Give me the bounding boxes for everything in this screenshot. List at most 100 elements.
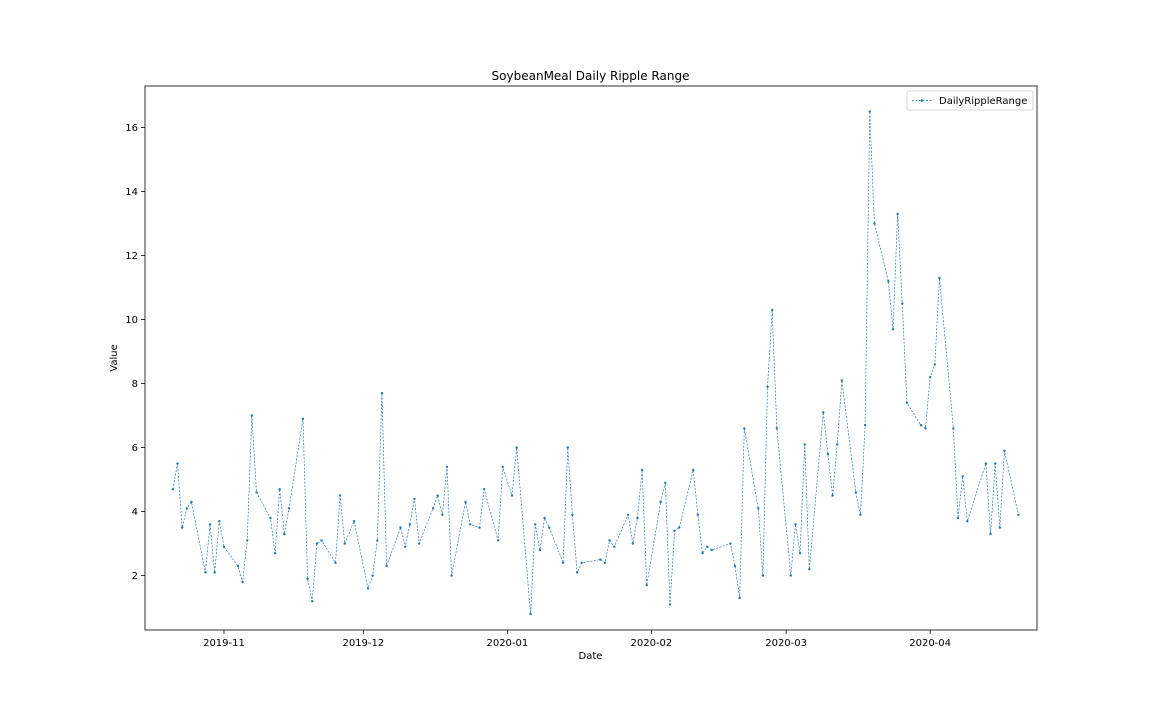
data-point	[673, 529, 676, 532]
y-tick-label: 8	[132, 379, 138, 390]
data-point	[743, 427, 746, 430]
data-point	[403, 545, 407, 548]
data-point	[919, 424, 923, 427]
data-point	[896, 212, 899, 216]
data-point	[1017, 513, 1020, 516]
x-tick-label: 2019-11	[203, 638, 245, 649]
y-tick-label: 16	[125, 123, 138, 134]
legend-box	[906, 90, 1034, 111]
data-point	[246, 539, 249, 542]
data-point	[176, 462, 179, 465]
data-point	[538, 548, 542, 552]
y-tick-label: 12	[125, 251, 138, 262]
data-point	[417, 542, 421, 545]
data-point	[952, 427, 955, 430]
data-point	[668, 603, 672, 606]
x-axis: 2019-11 2019-12 2020-01 2020-02 2020-03 2020-…	[203, 630, 951, 649]
data-point	[352, 520, 356, 523]
data-point	[984, 462, 988, 465]
data-point	[873, 222, 876, 225]
data-point	[836, 443, 839, 446]
data-point	[966, 520, 969, 523]
data-point	[469, 523, 472, 526]
data-point	[729, 542, 732, 545]
y-axis: 2 4 6 8 10 12 14 16	[125, 123, 145, 582]
data-point	[854, 491, 858, 494]
y-tick-label: 2	[132, 571, 138, 582]
data-point	[863, 424, 867, 427]
data-point	[613, 545, 616, 548]
data-point	[789, 574, 792, 577]
data-point	[255, 491, 258, 494]
data-point	[482, 488, 486, 491]
data-point	[408, 523, 412, 526]
series-line-dailyripplerange	[172, 111, 1019, 615]
x-axis-label: Date	[579, 651, 603, 662]
data-point	[575, 571, 579, 574]
data-point	[761, 574, 765, 577]
data-point	[664, 481, 667, 484]
legend: DailyRippleRange	[906, 90, 1034, 111]
data-point	[301, 417, 305, 420]
data-point	[924, 427, 927, 430]
data-point	[891, 328, 895, 331]
data-point	[928, 376, 932, 379]
data-point	[561, 561, 565, 564]
data-point	[803, 443, 806, 446]
data-point	[371, 574, 374, 577]
data-point	[696, 513, 700, 516]
data-point	[603, 561, 607, 564]
data-point	[385, 564, 388, 568]
data-point	[808, 568, 811, 571]
data-point	[580, 561, 583, 564]
data-point	[701, 552, 704, 555]
data-point	[501, 465, 504, 468]
data-point	[608, 539, 611, 542]
data-point	[250, 414, 254, 417]
y-tick-label: 14	[125, 187, 138, 198]
data-point	[757, 507, 760, 510]
data-point	[659, 500, 662, 504]
data-point	[236, 564, 240, 568]
data-point	[710, 548, 713, 552]
data-point	[376, 539, 379, 542]
data-point	[831, 494, 834, 497]
data-point	[998, 526, 1002, 529]
data-point	[450, 574, 453, 577]
data-point	[510, 494, 514, 497]
data-point	[343, 542, 346, 545]
data-point	[705, 545, 709, 548]
data-point	[692, 468, 695, 472]
data-point	[306, 577, 309, 580]
legend-marker-swatch	[920, 99, 924, 102]
data-point	[534, 523, 537, 526]
data-point	[859, 513, 862, 516]
data-point	[320, 539, 323, 542]
data-point	[441, 513, 444, 516]
x-tick-label: 2020-04	[909, 638, 951, 649]
data-point	[794, 523, 797, 526]
plot-area	[144, 85, 1038, 631]
x-tick-label: 2019-12	[342, 638, 384, 649]
data-point	[599, 558, 602, 561]
data-point	[961, 475, 964, 478]
legend-entry-dailyripplerange: DailyRippleRange	[939, 96, 1027, 107]
data-point	[631, 542, 635, 545]
data-point	[640, 468, 644, 472]
data-point	[171, 488, 175, 491]
data-point	[770, 308, 774, 312]
data-point	[645, 584, 648, 587]
data-point	[1003, 449, 1006, 452]
data-point	[338, 494, 342, 497]
y-tick-label: 10	[125, 315, 138, 326]
data-point	[826, 452, 830, 456]
data-point	[380, 392, 384, 395]
data-point	[283, 532, 286, 536]
data-point	[868, 110, 871, 113]
data-point	[464, 500, 467, 504]
y-tick-label: 4	[132, 507, 138, 518]
data-point	[315, 542, 319, 545]
data-point	[222, 545, 226, 548]
